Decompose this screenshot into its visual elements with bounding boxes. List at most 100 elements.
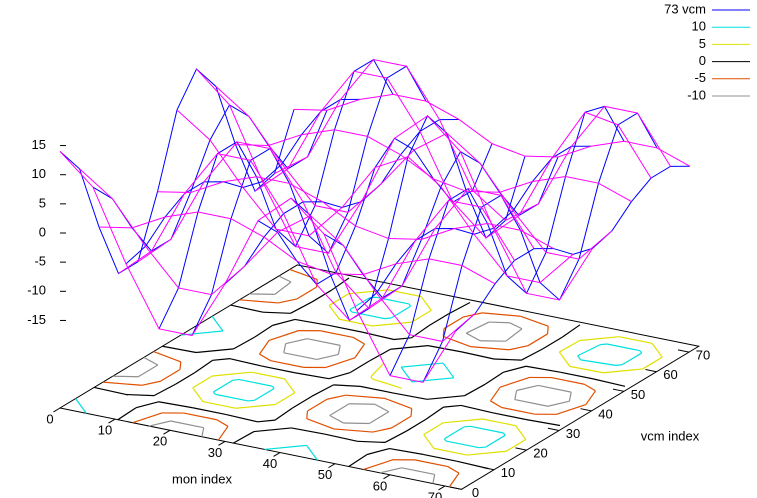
contour-segment — [401, 467, 435, 476]
contour-segment — [442, 362, 455, 379]
contour-segment — [372, 321, 412, 327]
contour-segment — [448, 472, 460, 488]
contour-segment — [132, 412, 163, 424]
contour-segment — [509, 345, 529, 351]
contour-segment — [329, 403, 350, 417]
contour-segment — [443, 335, 471, 348]
contour-segment — [211, 315, 224, 332]
contour-segment — [257, 419, 276, 423]
contour-segment — [460, 404, 493, 414]
legend-label: -10 — [687, 87, 706, 102]
contour-segment — [232, 431, 255, 444]
contour-segment — [525, 365, 561, 373]
y-tick — [450, 486, 462, 490]
contour-segment — [423, 453, 457, 462]
contour-segment — [538, 384, 572, 393]
contour-segment — [425, 406, 444, 420]
x-tick — [383, 474, 391, 480]
contour-segment — [311, 289, 332, 303]
y-tick — [580, 408, 592, 412]
contour-segment — [253, 324, 273, 338]
contour-segment — [324, 433, 358, 442]
contour-segment — [264, 444, 307, 451]
contour-segment — [291, 427, 326, 435]
y-tick-label: 0 — [472, 485, 479, 498]
contour-segment — [306, 410, 309, 419]
surface-column — [59, 151, 457, 383]
contour-segment — [551, 376, 585, 385]
contour-segment — [411, 309, 432, 323]
contour-segment — [593, 378, 626, 387]
contour-segment — [306, 445, 318, 461]
contour-segment — [363, 459, 394, 471]
contour-segment — [502, 432, 506, 436]
contour-segment — [271, 385, 275, 389]
contour-segment — [328, 371, 351, 380]
contour-segment — [233, 336, 255, 350]
contour-segment — [443, 316, 464, 330]
y-tick-label: 60 — [663, 367, 677, 382]
contour-segment — [294, 372, 330, 380]
contour-segment — [621, 352, 642, 366]
y-axis-label: vcm index — [641, 428, 700, 443]
legend-label: 10 — [692, 19, 706, 34]
surface-row — [323, 150, 559, 299]
y-tick-label: 50 — [631, 387, 645, 402]
contour-segment — [393, 392, 428, 400]
contour-segment — [284, 378, 296, 394]
contour-segment — [492, 412, 526, 421]
surface-column — [235, 129, 632, 202]
contour-segment — [283, 352, 317, 361]
surface-column — [137, 141, 535, 310]
x-tick — [163, 429, 171, 435]
legend-label: 0 — [699, 53, 706, 68]
contour-segment — [239, 378, 273, 387]
contour-segment — [485, 434, 506, 448]
contour-segment — [584, 383, 596, 392]
contour-segment — [333, 428, 373, 433]
contour-segment — [248, 399, 255, 402]
contour-segment — [311, 384, 334, 397]
contour-segment — [278, 275, 292, 283]
legend-label: 73 vcm — [664, 1, 706, 16]
contour-segment — [294, 318, 330, 327]
contour-segment — [153, 383, 176, 397]
contour-segment — [278, 298, 298, 304]
contour-segment — [170, 420, 204, 429]
contour-segment — [542, 336, 563, 350]
contour-segment — [337, 345, 341, 355]
contour-segment — [285, 338, 308, 345]
contour-segment — [470, 425, 504, 434]
contour-segment — [525, 418, 561, 427]
contour-segment — [619, 336, 653, 344]
contour-segment — [390, 345, 428, 350]
contour-segment — [556, 403, 587, 415]
contour-segment — [484, 371, 504, 385]
contour-segment — [520, 315, 549, 327]
contour-segment — [192, 407, 226, 416]
surface-column — [274, 59, 671, 221]
contour-segment — [391, 415, 412, 429]
contour-segment — [229, 358, 262, 367]
contour-segment — [369, 296, 376, 299]
contour-segment — [546, 326, 549, 334]
legend-label: 5 — [699, 36, 706, 51]
contour-segment — [292, 395, 313, 409]
contour-segment — [102, 381, 142, 386]
z-tick-label: 0 — [39, 224, 46, 239]
z-tick-label: -5 — [34, 254, 46, 269]
contour-segment — [420, 296, 432, 311]
contour-segment — [333, 384, 361, 387]
contour-segment — [272, 318, 296, 326]
contour-segment — [259, 353, 271, 362]
contour-segment — [562, 324, 581, 338]
contour-segment — [447, 466, 460, 474]
contour-segment — [307, 338, 341, 346]
contour-segment — [351, 311, 385, 320]
contour-segment — [461, 351, 495, 360]
contour-segment — [463, 425, 471, 428]
contour-segment — [499, 376, 530, 388]
contour-segment — [357, 440, 386, 444]
contour-segment — [329, 324, 363, 333]
surface-row — [59, 68, 295, 275]
